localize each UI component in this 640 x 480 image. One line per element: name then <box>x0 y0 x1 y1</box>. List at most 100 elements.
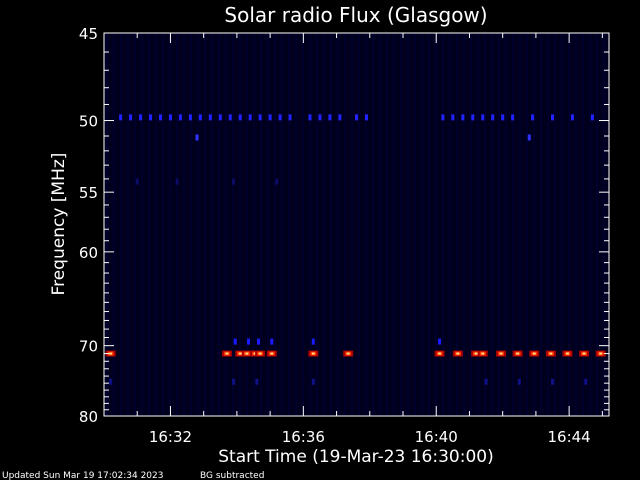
band-mark <box>491 114 495 121</box>
band-mark <box>178 114 182 121</box>
noise-streak <box>351 34 353 415</box>
band-mark <box>188 114 192 121</box>
noise-streak <box>253 34 255 415</box>
noise-streak <box>512 34 514 415</box>
noise-streak <box>582 34 584 415</box>
band-mark <box>158 114 162 121</box>
band-mark <box>590 114 594 121</box>
y-tick-label: 50 <box>79 113 98 131</box>
band-core <box>582 352 586 355</box>
noise-streak <box>141 34 143 415</box>
band-mark <box>355 114 358 121</box>
band-mark <box>255 378 259 385</box>
band-mark <box>278 114 282 121</box>
band-core <box>109 352 113 355</box>
noise-streak <box>526 34 528 415</box>
x-tick-label: 16:32 <box>149 428 192 446</box>
band-core <box>270 352 274 355</box>
noise-streak <box>386 34 388 415</box>
noise-streak <box>330 34 332 415</box>
noise-streak <box>155 34 157 415</box>
band-mark <box>461 114 465 121</box>
noise-streak <box>421 34 423 415</box>
noise-streak <box>176 34 178 415</box>
band-mark <box>481 114 485 121</box>
band-mark <box>109 378 113 385</box>
band-mark <box>129 114 133 121</box>
noise-streak <box>442 34 444 415</box>
band-mark <box>149 114 153 121</box>
band-mark <box>139 114 143 121</box>
noise-streak <box>491 34 493 415</box>
band-mark <box>484 378 488 385</box>
noise-streak <box>204 34 206 415</box>
noise-streak <box>302 34 304 415</box>
noise-streak <box>589 34 591 415</box>
noise-streak <box>449 34 451 415</box>
band-core <box>225 352 229 355</box>
band-core <box>532 352 536 355</box>
band-mark <box>471 114 475 121</box>
noise-streak <box>533 34 535 415</box>
band-mark <box>268 114 272 121</box>
noise-streak <box>344 34 346 415</box>
band-core <box>516 352 520 355</box>
band-mark <box>551 114 555 121</box>
noise-streak <box>407 34 409 415</box>
x-axis: 16:32 16:36 16:40 16:44 <box>136 33 603 446</box>
noise-streak <box>274 34 276 415</box>
band-core <box>549 352 553 355</box>
band-core <box>456 352 460 355</box>
noise-streak <box>246 34 248 415</box>
spectrogram-texture <box>106 34 605 415</box>
noise-streak <box>106 34 108 415</box>
band-mark <box>318 114 322 121</box>
band-mark <box>175 178 179 185</box>
noise-streak <box>393 34 395 415</box>
band-mark <box>311 378 315 385</box>
footer-bg-note: BG subtracted <box>200 471 264 480</box>
noise-streak <box>498 34 500 415</box>
band-mark <box>238 114 242 121</box>
y-tick-label: 60 <box>79 244 98 262</box>
band-mark <box>119 114 123 121</box>
noise-streak <box>120 34 122 415</box>
band-mark <box>256 338 260 345</box>
band-mark <box>311 338 315 345</box>
noise-streak <box>505 34 507 415</box>
noise-streak <box>183 34 185 415</box>
noise-streak <box>197 34 199 415</box>
band-mark <box>218 114 222 121</box>
noise-streak <box>288 34 290 415</box>
band-mark <box>168 114 172 121</box>
band-mark <box>531 114 535 121</box>
x-axis-label: Start Time (19-Mar-23 16:30:00) <box>218 447 493 467</box>
band-core <box>599 352 603 355</box>
y-tick-label: 80 <box>79 408 98 426</box>
noise-streak <box>113 34 115 415</box>
noise-streak <box>239 34 241 415</box>
noise-streak <box>148 34 150 415</box>
noise-streak <box>414 34 416 415</box>
noise-streak <box>127 34 129 415</box>
band-mark <box>511 114 515 121</box>
noise-streak <box>540 34 542 415</box>
band-mark <box>208 114 212 121</box>
noise-streak <box>337 34 339 415</box>
band-mark <box>338 114 342 121</box>
noise-streak <box>379 34 381 415</box>
noise-streak <box>267 34 269 415</box>
noise-streak <box>519 34 521 415</box>
band-mark <box>135 178 139 185</box>
noise-streak <box>484 34 486 415</box>
y-tick-label: 70 <box>79 338 98 356</box>
noise-streak <box>603 34 605 415</box>
noise-streak <box>428 34 430 415</box>
noise-streak <box>400 34 402 415</box>
noise-streak <box>281 34 283 415</box>
noise-streak <box>575 34 577 415</box>
band-core <box>238 352 242 355</box>
noise-streak <box>596 34 598 415</box>
band-mark <box>451 114 455 121</box>
noise-streak <box>316 34 318 415</box>
